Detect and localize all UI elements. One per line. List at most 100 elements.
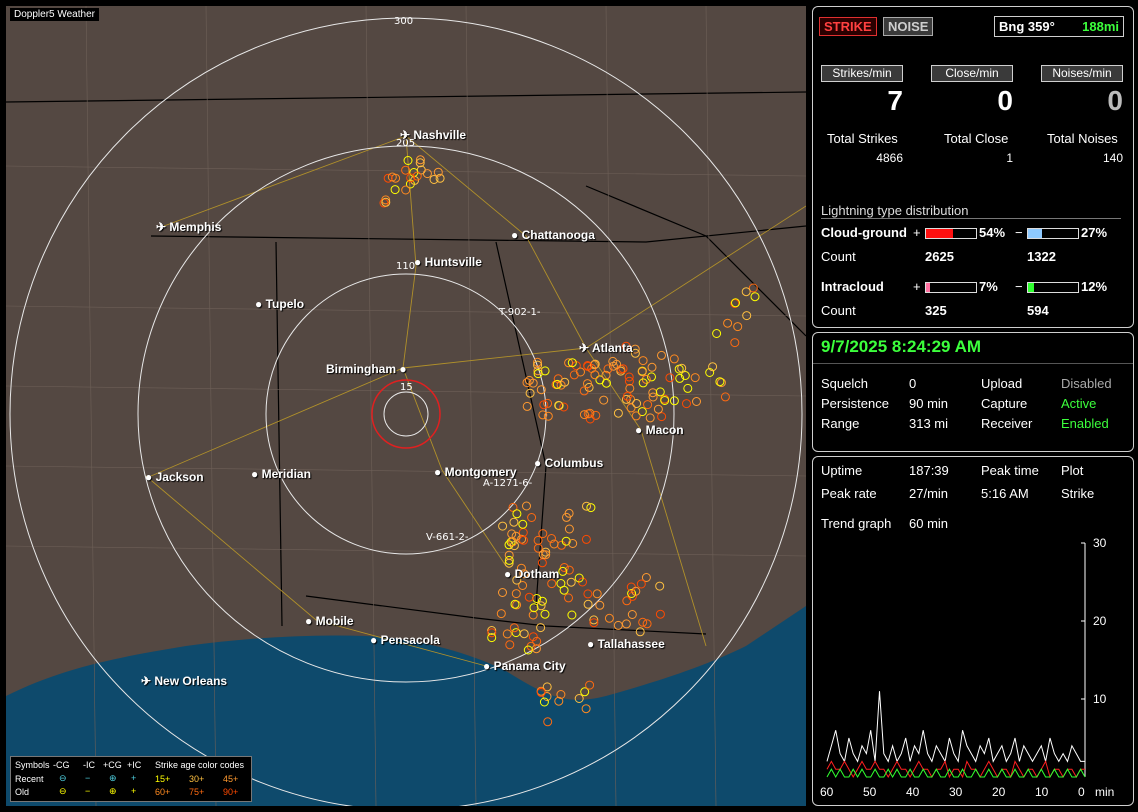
city-columbus: ● Columbus (534, 456, 604, 470)
strike-marker (613, 408, 623, 418)
intracloud-label: Intracloud (821, 279, 884, 294)
strike-button[interactable]: STRIKE (819, 17, 877, 36)
city-nashville: ✈ Nashville (400, 128, 467, 142)
legend-old-ic-plus-icon: + (131, 786, 137, 796)
ring-label-110: 110 (396, 261, 416, 272)
trend-value[interactable]: 60 min (909, 516, 949, 531)
strike-marker (627, 589, 637, 598)
strike-marker (574, 694, 584, 703)
legend-age-15: 15+ (155, 774, 171, 784)
strike-marker (647, 362, 657, 372)
strike-marker (624, 372, 634, 382)
noise-button[interactable]: NOISE (883, 17, 934, 36)
distribution-title: Lightning type distribution (821, 203, 1121, 219)
strike-marker (631, 586, 641, 596)
legend-recent-ic-plus-icon: + (131, 773, 137, 783)
strike-marker (580, 687, 590, 697)
strike-marker (715, 377, 725, 387)
strike-marker (519, 629, 529, 639)
strike-marker (655, 581, 665, 591)
strike-marker (581, 534, 591, 544)
close-min-label: Close/min (931, 65, 1013, 82)
cloud-ground-label: Cloud-ground (821, 225, 907, 240)
strike-marker (528, 610, 538, 620)
strike-marker (716, 378, 726, 388)
strike-marker (720, 392, 730, 402)
strike-marker (549, 539, 559, 549)
strike-marker (502, 629, 512, 639)
ring-label-15: 15 (400, 382, 413, 393)
lightning-map[interactable]: Doppler5 Weather 300 205 110 15 T-902-1-… (6, 6, 806, 806)
peak-time-value: 5:16 AM (981, 486, 1029, 501)
strike-marker (675, 373, 685, 383)
strike-marker (625, 383, 635, 393)
ic-count-label: Count (821, 303, 856, 318)
strike-marker (487, 628, 497, 638)
strike-marker (564, 524, 574, 534)
strike-marker (559, 563, 569, 572)
strike-marker (509, 517, 519, 527)
strike-marker (487, 626, 497, 635)
cg-minus-pct: 27% (1081, 225, 1108, 240)
strike-marker (585, 680, 595, 690)
strike-legend: Symbols -CG -IC +CG +IC Strike age color… (10, 756, 252, 802)
strike-marker (564, 593, 573, 603)
strike-marker (559, 402, 569, 412)
strike-marker (567, 358, 577, 368)
strike-marker (435, 173, 445, 183)
trend-x-tick-label: 50 (863, 785, 877, 799)
strike-marker (512, 509, 522, 519)
strike-marker (638, 356, 648, 366)
strike-marker (433, 167, 443, 177)
close-min-value: 0 (997, 85, 1013, 116)
strike-marker (511, 589, 521, 599)
trend-series-line (826, 691, 1085, 763)
city-tallahassee: ● Tallahassee (587, 637, 665, 651)
strike-marker (509, 541, 519, 551)
strike-marker (510, 599, 520, 609)
capture-label: Capture (981, 396, 1028, 411)
strike-marker (387, 172, 397, 182)
strike-marker (692, 397, 701, 406)
datetime: 9/7/2025 8:24:29 AM (821, 337, 982, 356)
strike-marker (542, 682, 552, 692)
strike-marker (529, 603, 539, 613)
strike-marker (536, 623, 546, 633)
strike-marker (690, 373, 700, 383)
strike-marker (383, 173, 393, 183)
strike-marker (642, 619, 652, 629)
city-pensacola: ● Pensacola (370, 633, 440, 647)
strike-marker (487, 633, 497, 643)
strike-marker (741, 287, 751, 297)
trend-x-label: min (1095, 785, 1114, 799)
strike-marker (564, 508, 574, 518)
strike-marker (645, 413, 655, 423)
strike-marker (638, 617, 648, 627)
strike-marker (429, 175, 439, 184)
strike-marker (533, 369, 543, 379)
legend-recent-cg-minus-icon: ⊖ (59, 773, 67, 783)
persistence-value: 90 min (909, 396, 949, 411)
upload-value: Disabled (1061, 376, 1112, 391)
legend-cg-plus: +CG (103, 760, 122, 770)
city-macon: ● Macon (635, 423, 684, 437)
close-range-ring (371, 379, 441, 449)
strike-marker (603, 364, 613, 374)
strike-marker (648, 392, 658, 402)
strike-marker (415, 155, 425, 165)
strike-marker (748, 283, 758, 293)
strike-marker (558, 566, 568, 576)
strike-marker (581, 704, 591, 714)
legend-ic-plus: +IC (127, 760, 142, 770)
plot-value[interactable]: Strike (1061, 486, 1095, 501)
strike-marker (525, 388, 535, 398)
legend-age-label: Strike age color codes (155, 760, 245, 770)
strike-marker (636, 579, 646, 589)
bearing-value: Bng 359° (999, 19, 1055, 34)
strike-marker (533, 357, 542, 367)
cg-plus-bar (925, 228, 977, 239)
legend-age-45: 45+ (223, 774, 239, 784)
strike-marker (543, 717, 553, 727)
city-dotham: ● Dotham (504, 567, 560, 581)
strike-marker (680, 371, 690, 380)
